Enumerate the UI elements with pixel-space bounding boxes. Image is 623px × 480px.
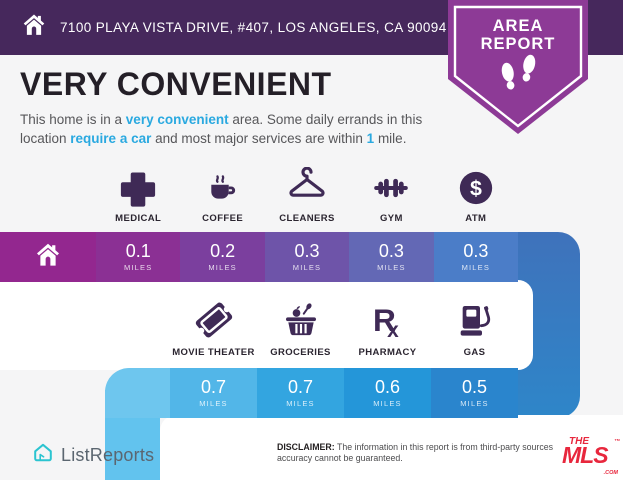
distance-band-1: 0.1 MILES 0.2 MILES 0.3 MILES 0.3 MILES … [96,232,519,282]
distance-unit: MILES [460,399,489,408]
amenity-row-2: MOVIE THEATER GROCERIES R [170,292,518,358]
distance-value: 0.2 [210,241,236,261]
amenity-row-1: MEDICAL COFFEE CLEANERS [96,158,518,224]
distance-cell: 0.3 MILES [433,232,519,282]
desc-part: area. Some daily errands in this [228,112,423,127]
svg-text:R: R [373,302,396,338]
disclaimer-text: DISCLAIMER: The information in this repo… [277,442,554,464]
desc-part: mile. [374,131,407,147]
distance-unit: MILES [377,263,406,272]
band-left-cap [105,368,170,418]
amenity-label: CLEANERS [279,213,335,224]
distance-unit: MILES [123,263,153,272]
amenity-label: PHARMACY [358,347,417,358]
mls-logo-tm: ™ [614,439,620,445]
page-title: VERY CONVENIENT [20,66,332,102]
mls-logo-the: THE [569,436,589,447]
distance-cell: 0.7 MILES [257,368,344,418]
grocery-basket-icon [281,297,321,341]
description-text: This home is in a very convenient area. … [20,110,480,148]
distance-unit: MILES [208,263,237,272]
desc-part: location [20,131,71,147]
amenity-label: GYM [380,213,403,224]
amenity-medical: MEDICAL [96,158,180,224]
rx-icon: R x [368,297,408,341]
coffee-cup-icon [205,163,241,207]
desc-part: and most major services are within [151,131,367,147]
amenity-movie-theater: MOVIE THEATER [170,292,257,358]
amenity-label: MEDICAL [115,213,162,224]
distance-cell: 0.7 MILES [170,368,257,418]
gas-pump-icon [455,297,495,341]
home-icon [33,240,63,275]
distance-value: 0.7 [287,377,314,397]
desc-highlight: 1 [366,131,375,147]
badge-line1: AREA [493,17,544,35]
listreports-wordmark: ListReports [61,445,155,465]
mls-logo-mls: MLS [562,442,609,468]
distance-value: 0.6 [374,377,401,397]
distance-value: 0.7 [200,377,227,397]
distance-cell: 0.3 MILES [349,232,434,282]
distance-cell: 0.6 MILES [344,368,431,418]
distance-unit: MILES [199,399,228,408]
medical-cross-icon [119,163,157,207]
amenity-gas: GAS [431,292,518,358]
svg-text:$: $ [470,176,482,200]
listreports-house-icon [32,442,54,469]
footprints-icon [501,54,536,90]
amenity-label: GROCERIES [270,347,331,358]
amenity-label: COFFEE [202,213,244,224]
amenity-atm: $ ATM [434,158,518,224]
distance-band-2: 0.7 MILES 0.7 MILES 0.6 MILES 0.5 MILES [105,368,518,418]
hanger-icon [286,163,328,207]
distance-cell: 0.3 MILES [264,232,350,282]
distance-value: 0.5 [461,377,488,397]
distance-cell: 0.2 MILES [180,232,265,282]
distance-value: 0.3 [294,241,320,261]
mls-logo-com: .COM [603,470,618,476]
listreports-logo: ListReports [32,442,154,469]
amenity-cleaners: CLEANERS [265,158,349,224]
dumbbell-icon [370,163,412,207]
home-icon [20,11,48,44]
distance-unit: MILES [373,399,402,408]
footer-card [160,415,623,480]
distance-cell: 0.5 MILES [431,368,518,418]
area-report-badge: AREA REPORT [448,0,588,138]
distance-value: 0.3 [463,241,489,261]
amenity-pharmacy: R x PHARMACY [344,292,431,358]
amenity-label: MOVIE THEATER [172,347,255,358]
amenity-coffee: COFFEE [180,158,264,224]
home-distance-cell [0,232,96,282]
distance-unit: MILES [286,399,315,408]
amenity-label: GAS [463,347,486,358]
distance-cell: 0.1 MILES [96,232,181,282]
badge-line2: REPORT [481,35,556,53]
svg-text:x: x [387,319,399,341]
amenity-gym: GYM [349,158,433,224]
desc-part: This home is in a [20,112,126,127]
distance-value: 0.3 [378,241,404,261]
amenity-groceries: GROCERIES [257,292,344,358]
middle-card [0,280,533,370]
movie-ticket-icon [193,297,235,341]
desc-highlight: require a car [70,131,152,147]
desc-highlight: very convenient [125,112,229,127]
amenity-label: ATM [465,213,487,224]
distance-value: 0.1 [125,241,151,261]
the-mls-logo: THE MLS ™ .COM [562,436,620,476]
property-address: 7100 PLAYA VISTA DRIVE, #407, LOS ANGELE… [60,20,447,35]
dollar-coin-icon: $ [457,163,495,207]
distance-unit: MILES [461,263,491,272]
distance-unit: MILES [292,263,322,272]
disclaimer-label: DISCLAIMER: [277,442,335,452]
